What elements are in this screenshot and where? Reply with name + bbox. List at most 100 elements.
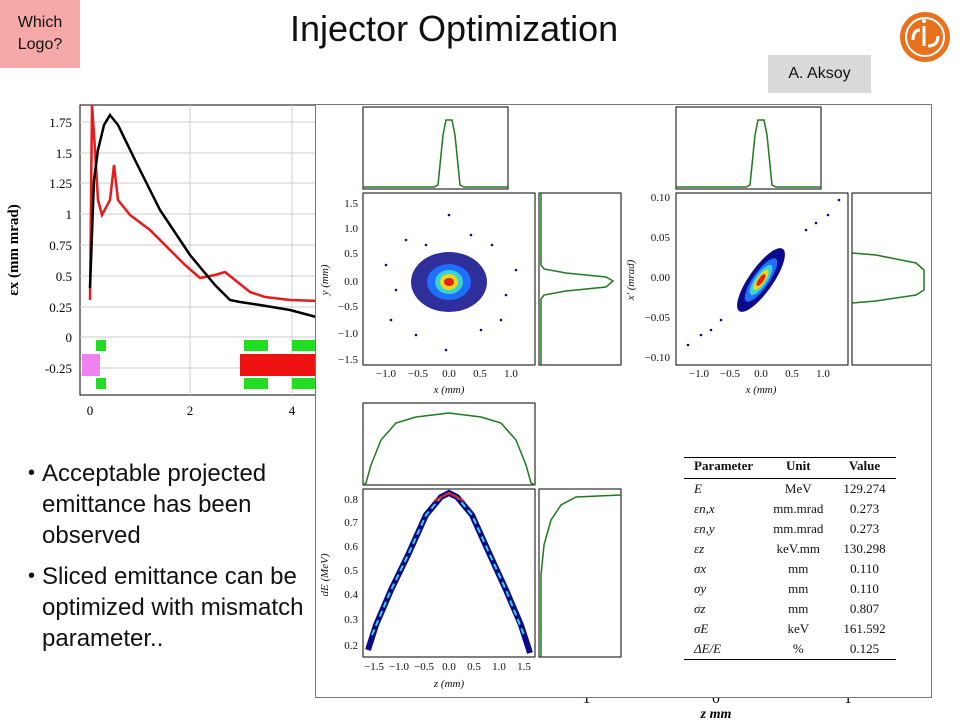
long-ytick: 0.5 [344, 565, 358, 577]
table-row: σy mm 0.110 [694, 581, 879, 596]
table-row: εz keV.mm 130.298 [694, 541, 886, 556]
table-row: σE keV 161.592 [694, 621, 886, 636]
emittance-curve-red [88, 104, 321, 303]
hist-x-top2-frame [675, 106, 822, 190]
table-row: ΔE/E% 0.125 [684, 639, 896, 660]
xxp-ytick: 0.10 [651, 192, 671, 204]
xy-xtick: 0.5 [473, 368, 487, 380]
bg-xtick: 0 [87, 403, 94, 418]
xy-ytick: 1.5 [344, 198, 358, 210]
clic-logo [900, 12, 950, 62]
bg-ytick: 1.75 [49, 115, 72, 130]
bottom-tick: 1 [844, 690, 852, 707]
long-ylabel: dE (MeV) [319, 553, 331, 596]
bg-ytick: 1.25 [49, 176, 72, 191]
long-ytick: 0.3 [344, 614, 358, 626]
table-row: E MeV 129.274 [694, 481, 886, 496]
hist-y [540, 193, 615, 365]
xy-ylabel: y (mm) [319, 264, 331, 296]
bg-ytick: 0.75 [49, 238, 72, 253]
which-logo-line1: Which [17, 14, 63, 31]
xxp-ylabel: x′ (mrad) [625, 259, 637, 301]
xy-ytick: −1.0 [338, 328, 358, 340]
long-ytick: 0.2 [344, 640, 358, 652]
table-row: εn,x mm.mrad 0.273 [694, 501, 880, 516]
bg-yticks: 1.75 1.5 1.25 1 0.75 0.5 0.25 0 -0.25 [45, 115, 72, 376]
table-row: εn,y mm.mrad 0.273 [694, 521, 880, 536]
long-xtick: 1.5 [517, 661, 531, 673]
xy-ytick: 1.0 [344, 223, 358, 235]
long-xtick: −1.5 [364, 661, 384, 673]
hist-x-top [363, 119, 508, 188]
hist-y-frame [538, 192, 622, 366]
long-xtick: 1.0 [492, 661, 506, 673]
hist-xp [851, 252, 925, 304]
bg-ytick: 1.5 [56, 146, 72, 161]
bottom-xlabel: z mm [700, 707, 732, 720]
hist-xp-frame [851, 192, 931, 366]
long-xlabel: z (mm) [433, 678, 465, 690]
bg-plot-frame [79, 104, 321, 396]
xy-scatter-points [384, 213, 518, 352]
xy-xtick: 1.0 [504, 368, 518, 380]
hist-z-frame [362, 402, 536, 486]
xxp-scatter-frame [675, 192, 849, 366]
xy-xtick: 0.0 [442, 368, 456, 380]
xy-ytick: 0.0 [344, 276, 358, 288]
page-title: Injector Optimization [290, 8, 619, 49]
xxp-ytick: 0.05 [651, 232, 671, 244]
bg-gridlines [80, 105, 320, 395]
long-xtick: −0.5 [414, 661, 434, 673]
bg-xtick: 4 [289, 403, 296, 418]
long-ytick: 0.6 [344, 541, 358, 553]
phase-space-figure: 1.5 1.0 0.5 0.0 −0.5 −1.0 −1.5 y (mm) −1… [315, 104, 932, 698]
long-xtick: 0.5 [467, 661, 481, 673]
long-scatter-frame [362, 488, 536, 658]
xy-xlabel: x (mm) [433, 384, 465, 396]
bg-ytick: -0.25 [45, 361, 72, 376]
xy-scatter-frame [362, 192, 536, 366]
xxp-ytick: −0.10 [645, 352, 671, 364]
xxp-xtick: 0.0 [754, 368, 768, 380]
xy-xtick: −0.5 [408, 368, 428, 380]
xy-ytick: −1.5 [338, 354, 358, 366]
long-scatter-peak [433, 491, 465, 502]
bg-xticks: 0 2 4 [87, 403, 296, 418]
hist-de-frame [538, 488, 622, 658]
long-scatter-band [365, 489, 533, 654]
which-logo-tag: Which Logo? [0, 0, 80, 68]
table-row: σz mm 0.807 [694, 601, 880, 616]
bullet-item: Acceptable projected emittance has been … [28, 458, 328, 551]
table-row: σx mm 0.110 [694, 561, 879, 576]
hist-de [540, 494, 622, 657]
emittance-curve-black [88, 112, 321, 320]
xxp-xtick: 0.5 [785, 368, 799, 380]
bg-ytick: 0.25 [49, 300, 72, 315]
long-scatter-core [371, 491, 525, 636]
hist-z [362, 412, 536, 486]
long-xtick: −1.0 [389, 661, 409, 673]
param-header: Parameter [684, 457, 764, 479]
parameter-table: Parameter Unit Value E MeV 129.274 εn,x mm.… [684, 457, 896, 660]
bullet-list: Acceptable projected emittance has been … [28, 458, 328, 664]
xy-ytick: 0.5 [344, 248, 358, 260]
bg-ytick: 0.5 [56, 269, 72, 284]
value-header: Value [833, 457, 896, 479]
bullet-item: Sliced emittance can be optimized with m… [28, 561, 328, 654]
bottom-tick: 0 [712, 690, 720, 707]
phase-space-svg: 1.5 1.0 0.5 0.0 −0.5 −1.0 −1.5 y (mm) −1… [319, 106, 931, 690]
long-xtick: 0.0 [442, 661, 456, 673]
bg-ytick: 1 [66, 207, 73, 222]
beamline-elements [82, 340, 320, 389]
xy-ytick: −0.5 [338, 301, 358, 313]
which-logo-line2: Logo? [17, 36, 63, 53]
xxp-xtick: −0.5 [720, 368, 740, 380]
xxp-xtick: 1.0 [816, 368, 830, 380]
xxp-ytick: 0.00 [651, 272, 671, 284]
xxp-xlabel: x (mm) [745, 384, 777, 396]
unit-header: Unit [763, 457, 834, 479]
author-badge: A. Aksoy [768, 55, 871, 93]
bg-xtick: 2 [187, 403, 194, 418]
xxp-xtick: −1.0 [689, 368, 709, 380]
